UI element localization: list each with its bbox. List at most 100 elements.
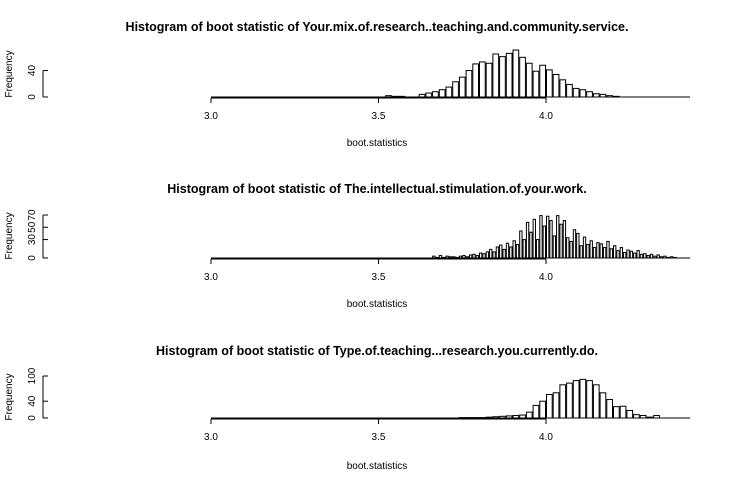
histogram-bar xyxy=(458,255,463,259)
histogram-bar xyxy=(566,237,570,259)
histogram-bar xyxy=(613,406,620,419)
histogram-bar xyxy=(472,63,479,98)
histogram-bar xyxy=(492,251,496,259)
histogram-bar xyxy=(485,62,493,98)
histogram-bar xyxy=(596,242,600,259)
histogram-bar xyxy=(438,255,443,259)
x-axis-2: 3.0 3.5 4.0 xyxy=(204,258,553,283)
histogram-bar xyxy=(425,92,433,98)
bars-3 xyxy=(211,378,691,419)
histogram-bar xyxy=(606,240,610,259)
histogram-bar xyxy=(606,399,613,419)
histogram-bar xyxy=(438,89,446,98)
histogram-bar xyxy=(505,242,510,259)
histogram-bar xyxy=(472,253,476,259)
histogram-bar xyxy=(623,251,627,259)
histogram-bar xyxy=(673,256,677,259)
histogram-bar xyxy=(572,229,577,259)
y-axis-1: 0 40 xyxy=(27,65,48,100)
histogram-bar xyxy=(546,393,553,419)
x-tick-label: 4.0 xyxy=(539,111,553,122)
histogram-bar xyxy=(432,255,436,259)
histogram-bar xyxy=(592,384,600,419)
histogram-bar xyxy=(468,254,473,259)
histogram-bar xyxy=(539,64,546,98)
histogram-bar xyxy=(666,256,670,259)
histogram-bar xyxy=(599,392,607,419)
histogram-bar xyxy=(579,245,583,259)
y-tick-label: 40 xyxy=(27,65,38,77)
x-tick-label: 3.0 xyxy=(204,432,218,443)
histogram-bar xyxy=(418,93,426,98)
y-axis-label-3: Frequency xyxy=(4,373,15,420)
histogram-bar xyxy=(499,56,506,98)
histogram-bar xyxy=(633,252,637,259)
y-tick-label: 100 xyxy=(27,367,38,384)
histogram-bar xyxy=(535,239,540,259)
histogram-bar xyxy=(512,240,516,259)
histogram-bar xyxy=(566,382,573,419)
histogram-bar xyxy=(619,247,624,259)
histogram-bar xyxy=(492,416,500,419)
histogram-bar xyxy=(465,70,473,98)
histogram-bar xyxy=(532,70,540,98)
histogram-bar xyxy=(499,415,506,419)
histogram-bar xyxy=(452,81,459,98)
histogram-bar xyxy=(629,250,634,259)
histogram-bar xyxy=(649,253,654,259)
histogram-bar xyxy=(479,252,483,259)
histogram-bar xyxy=(613,95,620,98)
x-axis-label-1: boot.statistics xyxy=(347,138,408,149)
histogram-bar xyxy=(435,256,439,259)
histogram-bar xyxy=(398,95,406,98)
histogram-bar xyxy=(546,215,550,259)
histogram-bar xyxy=(572,87,580,98)
histogram-bar xyxy=(495,246,500,259)
histogram-bar xyxy=(636,250,640,259)
y-tick-label: 30 xyxy=(27,234,38,246)
histogram-bar xyxy=(482,253,486,259)
histogram-bar xyxy=(485,416,493,419)
histogram-bar xyxy=(515,243,520,259)
x-axis-label-3: boot.statistics xyxy=(347,461,408,472)
y-axis-3: 0 40 100 xyxy=(27,367,48,421)
histogram-bar xyxy=(556,215,560,259)
x-tick-label: 4.0 xyxy=(539,432,553,443)
histogram-bar xyxy=(529,231,533,259)
histogram-bar xyxy=(525,221,530,259)
histogram-bar xyxy=(539,400,546,419)
histogram-bar xyxy=(542,225,547,259)
histogram-bar xyxy=(586,91,593,98)
chart-title-3: Histogram of boot statistic of Type.of.t… xyxy=(156,344,598,358)
histogram-bar xyxy=(659,256,664,259)
histogram-bar xyxy=(559,384,567,419)
histogram-bar xyxy=(549,220,553,259)
histogram-bar xyxy=(452,256,456,259)
x-tick-label: 3.5 xyxy=(372,272,386,283)
histogram-bar xyxy=(448,256,453,259)
histogram-bar xyxy=(606,95,613,98)
histogram-bar xyxy=(519,414,526,419)
histogram-bar xyxy=(599,93,607,98)
histogram-bar xyxy=(462,255,466,259)
histogram-bar xyxy=(586,243,590,259)
histogram-bar xyxy=(559,223,563,259)
x-tick-label: 4.0 xyxy=(539,272,553,283)
x-axis-3: 3.0 3.5 4.0 xyxy=(204,418,553,443)
x-tick-label: 3.5 xyxy=(372,432,386,443)
histogram-bar xyxy=(646,416,654,419)
histogram-bar xyxy=(552,235,557,259)
panel-2: Histogram of boot statistic of The.intel… xyxy=(4,182,691,310)
histogram-bar xyxy=(479,61,486,98)
histogram-bar xyxy=(569,240,573,259)
histogram-bar xyxy=(619,405,627,419)
histogram-bar xyxy=(532,218,536,259)
histogram-bar xyxy=(445,255,449,259)
y-tick-label: 0 xyxy=(27,94,38,100)
y-axis-label-1: Frequency xyxy=(4,50,15,97)
histogram-bar xyxy=(566,83,573,98)
histogram-bar xyxy=(669,256,674,259)
y-tick-label: 0 xyxy=(27,255,38,261)
histogram-bar xyxy=(485,251,490,259)
